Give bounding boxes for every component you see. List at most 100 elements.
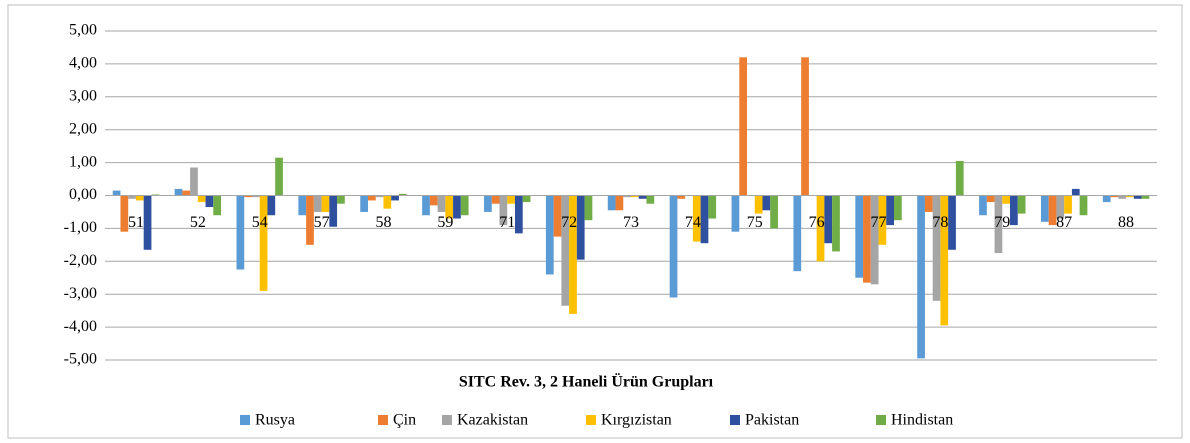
bar [762,195,771,211]
bar [197,195,206,203]
bar [337,195,345,204]
bar [631,195,639,198]
bar [429,195,438,206]
bar [994,195,1003,254]
x-tick-label: 75 [747,214,763,231]
bar [267,195,276,216]
legend-swatch [876,415,886,425]
legend-label: Pakistan [745,412,799,429]
bar [1102,195,1111,203]
bar [894,195,902,221]
bar [1040,195,1049,222]
bar [615,195,624,211]
bar [499,195,508,226]
bar [561,195,570,306]
bar [979,195,987,216]
bar [1126,195,1134,198]
bar [816,195,825,262]
bar [948,195,956,250]
bar [731,195,740,232]
bar [1064,195,1072,214]
y-tick-label: -3,00 [64,285,97,302]
bar [391,195,399,201]
x-tick-label: 59 [437,214,453,231]
legend-label: Hindistan [891,412,953,429]
bar [878,195,887,245]
bar [375,195,384,198]
bar [1110,195,1119,198]
bar [955,160,964,196]
x-tick-label: 71 [499,214,515,231]
bar [793,195,802,272]
bar [917,195,925,359]
bar [205,195,214,208]
bar [1071,188,1080,196]
bar [213,195,222,216]
bar [607,195,616,211]
x-tick-label: 51 [128,214,144,231]
bar [135,195,144,201]
x-tick-label: 58 [375,214,391,231]
y-tick-label: 1,00 [69,153,97,170]
bar [507,195,515,204]
bar [700,195,709,244]
bar [940,195,949,326]
bar [398,193,407,196]
bar [924,195,933,212]
bar [708,195,717,219]
bar [128,195,136,199]
legend-swatch [442,415,452,425]
bar [801,57,809,196]
bar [514,195,523,234]
legend-swatch [730,415,740,425]
bar [190,167,198,196]
y-tick-label: 2,00 [69,120,97,137]
bar [1133,195,1142,199]
y-tick-label: 3,00 [69,87,97,104]
bar [1056,195,1065,219]
bar [236,195,245,270]
x-tick-label: 88 [1118,214,1134,231]
bar [460,195,469,216]
bar [491,195,500,204]
bar [298,195,307,216]
bar [1048,195,1057,226]
bar [739,57,748,196]
bar [1002,195,1011,204]
bar [522,195,531,203]
bar [638,195,647,199]
bar [1079,195,1088,216]
bar [986,195,995,203]
bar [120,195,129,232]
legend-swatch [240,415,250,425]
bar [754,195,763,214]
y-tick-label: -5,00 [64,351,97,368]
bar [112,190,121,196]
bar [576,195,585,260]
bar [383,195,392,209]
bar [329,195,338,227]
bar [646,195,655,204]
bar [824,195,833,244]
bar [553,195,562,237]
bar [669,195,678,298]
bar [770,195,778,229]
bar [863,195,871,283]
legend-label: Rusya [255,412,295,429]
bar [677,195,686,199]
bar [182,190,191,196]
y-tick-label: 0,00 [69,186,97,203]
x-tick-label: 73 [623,214,639,231]
bar [360,195,368,212]
legend-label: Kırgızistan [601,412,672,429]
x-tick-label: 77 [871,214,887,231]
bar [584,195,593,221]
x-tick-label: 76 [809,214,825,231]
bar [1017,195,1026,214]
y-tick-label: -4,00 [64,318,97,335]
chart-border [7,4,1183,439]
bar [453,195,461,219]
legend-label: Kazakistan [457,412,528,429]
bar [932,195,941,301]
